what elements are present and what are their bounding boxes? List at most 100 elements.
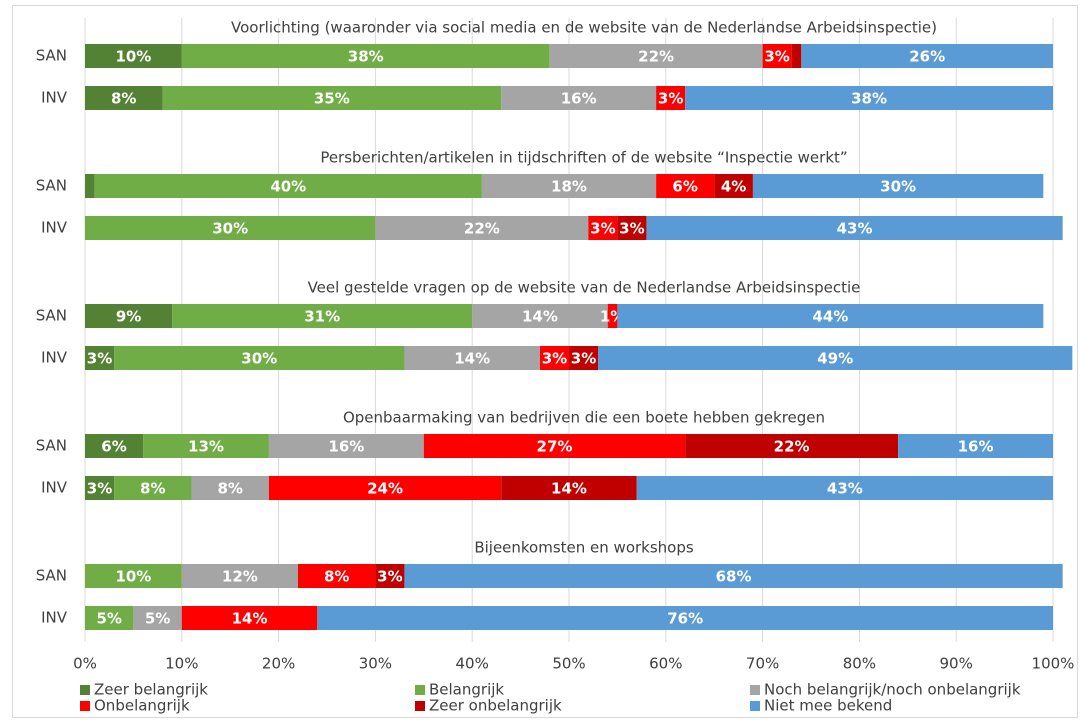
value-label: 3% <box>542 350 567 368</box>
bar-segment <box>85 216 376 240</box>
y-tick-label: INV <box>41 219 68 237</box>
value-label: 40% <box>270 178 306 196</box>
bar-segment <box>85 44 182 68</box>
bar-segment <box>617 304 1044 328</box>
bar-segment <box>85 346 115 370</box>
bar-segment <box>423 434 686 458</box>
x-tick-label: 90% <box>940 655 973 673</box>
bar-segment <box>801 44 1053 68</box>
value-label: 38% <box>348 48 384 66</box>
value-label: 22% <box>638 48 674 66</box>
x-tick-label: 20% <box>262 655 295 673</box>
value-label: 44% <box>812 308 848 326</box>
x-tick-label: 100% <box>1032 655 1075 673</box>
legend-label: Onbelangrijk <box>94 697 190 715</box>
bar-segment <box>191 476 269 500</box>
y-tick-label: SAN <box>36 307 67 325</box>
bar-segment <box>375 216 589 240</box>
value-label: 16% <box>328 438 364 456</box>
value-label: 16% <box>958 438 994 456</box>
bar-segment <box>549 44 763 68</box>
y-tick-label: SAN <box>36 567 67 585</box>
bar-segment <box>172 304 473 328</box>
value-label: 3% <box>87 480 112 498</box>
y-tick-label: INV <box>41 609 68 627</box>
value-label: 27% <box>537 438 573 456</box>
value-label: 10% <box>115 48 151 66</box>
bar-segment <box>375 564 405 588</box>
legend-label: Niet mee bekend <box>764 697 892 715</box>
bar-segment <box>656 86 686 110</box>
y-tick-label: SAN <box>36 47 67 65</box>
y-tick-label: SAN <box>36 437 67 455</box>
x-tick-label: 40% <box>456 655 489 673</box>
bar-segment <box>752 174 1044 198</box>
bar-segment <box>791 44 802 68</box>
bar-segment <box>481 174 657 198</box>
bar-segment <box>539 346 569 370</box>
bar-segment <box>181 606 318 630</box>
y-tick-label: INV <box>41 349 68 367</box>
value-label: 12% <box>222 568 258 586</box>
bar-segment <box>317 606 1053 630</box>
x-tick-label: 10% <box>165 655 198 673</box>
legend-swatch <box>80 701 90 711</box>
value-label: 3% <box>377 568 402 586</box>
y-tick-label: INV <box>41 89 68 107</box>
bar-segment <box>714 174 753 198</box>
value-label: 68% <box>716 568 752 586</box>
value-label: 49% <box>817 350 853 368</box>
value-label: 30% <box>880 178 916 196</box>
value-label: 3% <box>571 350 596 368</box>
legend-label: Noch belangrijk/noch onbelangrijk <box>764 681 1021 699</box>
legend-swatch <box>750 685 760 695</box>
legend-swatch <box>750 701 760 711</box>
y-tick-label: INV <box>41 479 68 497</box>
group-title: Bijeenkomsten en workshops <box>474 539 694 557</box>
value-label: 30% <box>241 350 277 368</box>
bar-segment <box>636 476 1053 500</box>
value-label: 3% <box>658 90 683 108</box>
legend-swatch <box>80 685 90 695</box>
value-label: 26% <box>909 48 945 66</box>
bar-segment <box>617 216 647 240</box>
bar-segment <box>268 434 424 458</box>
bar-segment <box>501 86 657 110</box>
value-label: 24% <box>367 480 403 498</box>
bar-segment <box>404 564 1063 588</box>
value-label: 8% <box>111 90 136 108</box>
y-tick-label: SAN <box>36 177 67 195</box>
bar-segment <box>762 44 792 68</box>
value-label: 31% <box>304 308 340 326</box>
bar-segment <box>404 346 540 370</box>
x-tick-label: 50% <box>552 655 585 673</box>
bar-segment <box>501 476 637 500</box>
bar-segment <box>472 304 608 328</box>
value-label: 18% <box>551 178 587 196</box>
value-label: 10% <box>115 568 151 586</box>
legend-swatch <box>415 701 425 711</box>
group-title: Veel gestelde vragen op de website van d… <box>308 279 861 297</box>
bar-segment <box>569 346 599 370</box>
value-label: 6% <box>101 438 126 456</box>
bar-segment <box>685 86 1053 110</box>
x-tick-label: 60% <box>649 655 682 673</box>
value-label: 3% <box>590 220 615 238</box>
value-label: 8% <box>217 480 242 498</box>
x-tick-label: 80% <box>843 655 876 673</box>
bar-segment <box>162 86 502 110</box>
bar-segment <box>268 476 502 500</box>
value-label: 38% <box>851 90 887 108</box>
value-label: 16% <box>561 90 597 108</box>
value-label: 5% <box>145 610 170 628</box>
x-tick-label: 30% <box>359 655 392 673</box>
value-label: 14% <box>454 350 490 368</box>
bar-segment <box>85 304 173 328</box>
bar-segment <box>85 174 95 198</box>
bar-segment <box>656 174 715 198</box>
bar-segment <box>85 86 163 110</box>
legend-label: Belangrijk <box>429 681 504 699</box>
value-label: 4% <box>721 178 746 196</box>
value-label: 14% <box>551 480 587 498</box>
